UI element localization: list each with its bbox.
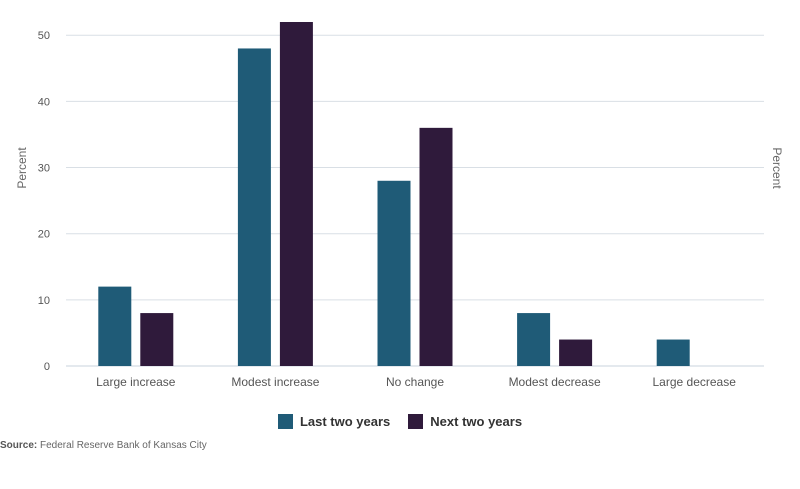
source-note: Source: Federal Reserve Bank of Kansas C…	[0, 440, 207, 451]
y-tick-label-20: 20	[38, 229, 50, 241]
bar-last-two-years-large-decrease	[656, 339, 690, 366]
gridlines	[66, 34, 764, 367]
bar-last-two-years-no-change	[377, 180, 411, 366]
y-tick-label-0: 0	[44, 361, 50, 373]
bar-next-two-years-no-change	[419, 127, 453, 366]
x-category-label-modest-decrease: Modest decrease	[509, 375, 601, 389]
source-label: Source:	[0, 440, 38, 451]
x-axis-categories: Large increase Modest increase No change Mo…	[96, 375, 736, 389]
y-tick-label-30: 30	[38, 163, 50, 175]
bar-next-two-years-modest-decrease	[559, 339, 593, 366]
y-axis-title-right: Percent	[770, 147, 784, 189]
bar-last-two-years-modest-increase	[237, 48, 271, 366]
bars	[98, 22, 690, 366]
legend-swatch-last-two-years	[277, 414, 293, 429]
bar-chart: 0 10 20 30 40 50 Large increase Modest increas…	[15, 22, 784, 389]
y-tick-label-10: 10	[38, 295, 50, 307]
x-category-label-large-increase: Large increase	[96, 375, 176, 389]
legend-label-last-two-years: Last two years	[299, 414, 391, 429]
bar-last-two-years-large-increase	[98, 286, 132, 366]
x-category-label-modest-increase: Modest increase	[231, 375, 319, 389]
bar-last-two-years-modest-decrease	[517, 313, 551, 366]
legend-item-last-two-years: Last two years	[277, 414, 391, 429]
x-category-label-large-decrease: Large decrease	[653, 375, 737, 389]
source-text: Federal Reserve Bank of Kansas City	[40, 440, 207, 451]
legend-item-next-two-years: Next two years	[408, 414, 522, 429]
x-category-label-no-change: No change	[386, 375, 444, 389]
y-tick-label-50: 50	[38, 30, 50, 42]
legend: Last two years Next two years	[0, 414, 800, 429]
bar-next-two-years-modest-increase	[279, 22, 313, 366]
bar-next-two-years-large-increase	[140, 313, 174, 366]
legend-swatch-next-two-years	[408, 414, 424, 429]
legend-label-next-two-years: Next two years	[430, 414, 523, 429]
y-axis-ticks: 0 10 20 30 40 50	[38, 30, 50, 373]
y-tick-label-40: 40	[38, 96, 50, 108]
y-axis-title-left: Percent	[15, 147, 29, 189]
